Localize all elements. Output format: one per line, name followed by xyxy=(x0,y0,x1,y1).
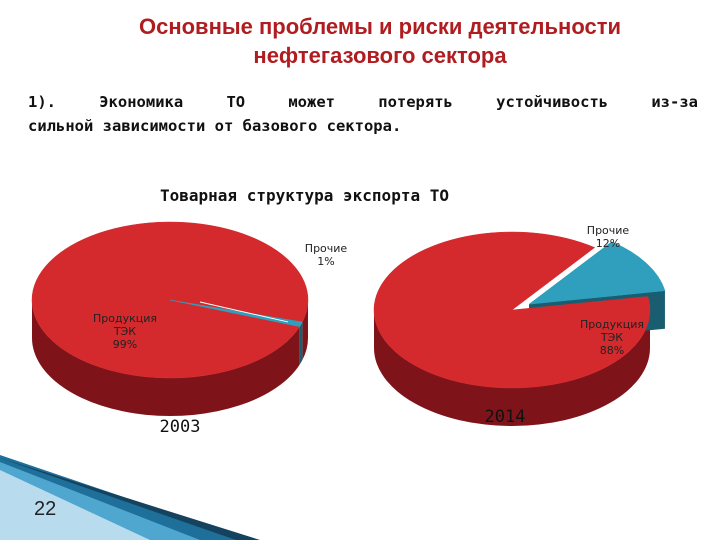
slide-title-line1: Основные проблемы и риски деятельности xyxy=(138,14,622,39)
slice-label-2014-1: Прочие 12% xyxy=(587,224,630,250)
pie-slice-2003-1 xyxy=(169,299,303,327)
slide-number: 22 xyxy=(34,498,57,520)
pie-slice-2014-1 xyxy=(528,241,666,305)
subtitle-line2: сильной зависимости от базового сектора. xyxy=(28,117,402,135)
pie-side-2003-0 xyxy=(31,300,300,417)
pie-side-2003-0 xyxy=(302,300,308,361)
year-label-2003: 2003 xyxy=(160,417,201,437)
pie-side-2003-1 xyxy=(299,322,303,365)
slide-title-line2: нефтегазового сектора xyxy=(253,43,507,68)
subtitle-line1: 1). Экономика ТО может потерять устойчив… xyxy=(28,93,698,111)
pie-chart-2003: Продукция ТЭК 99% Прочие 1% 2003 xyxy=(31,221,348,437)
chart-title: Товарная структура экспорта ТО xyxy=(160,186,449,205)
slice-label-2014-0: Продукция ТЭК 88% xyxy=(580,318,644,357)
slide-title: Основные проблемы и риски деятельности н… xyxy=(40,12,720,70)
slice-label-2003-1: Прочие 1% xyxy=(305,242,348,268)
pie-side-2014-0 xyxy=(374,310,650,426)
pie-slice-2014-0 xyxy=(373,231,651,389)
leader-line-2003 xyxy=(199,301,289,323)
slide-subtitle: 1). Экономика ТО может потерять устойчив… xyxy=(28,90,698,138)
year-label-2014: 2014 xyxy=(485,407,526,427)
pie-chart-2014: Продукция ТЭК 88% Прочие 12% 2014 xyxy=(373,224,666,427)
slice-label-2003-0: Продукция ТЭК 99% xyxy=(93,312,157,351)
